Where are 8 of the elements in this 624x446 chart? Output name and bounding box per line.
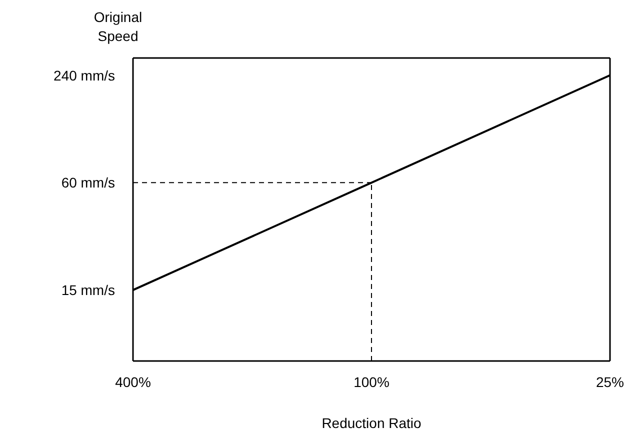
x-tick-label: 400% [115,374,151,390]
y-tick-label: 15 mm/s [61,282,115,298]
x-tick-label: 100% [354,374,390,390]
y-axis-title: Original Speed [92,8,144,46]
y-tick-label: 240 mm/s [54,67,115,84]
x-tick-label: 25% [596,374,624,390]
y-tick-label: 60 mm/s [61,174,115,191]
x-axis-title: Reduction Ratio [322,415,422,431]
